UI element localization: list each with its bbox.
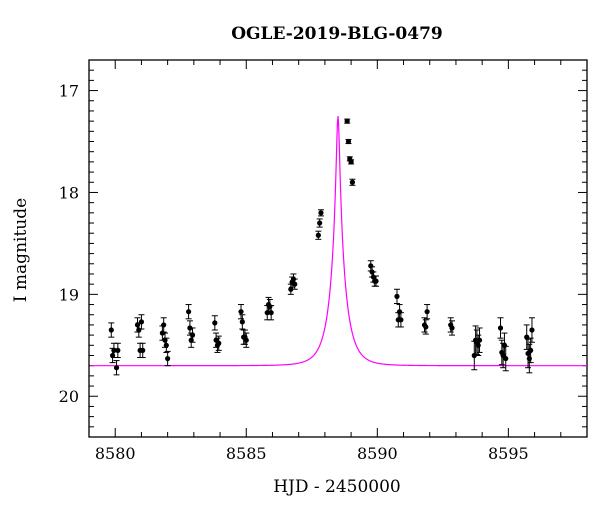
- plot-area: 8580 8585 8590 8595 17 18 19 20: [59, 59, 588, 463]
- data-point: [161, 322, 167, 328]
- y-tick-label: 18: [59, 183, 79, 202]
- data-point: [497, 325, 504, 331]
- data-point: [238, 309, 244, 315]
- y-tick-label: 20: [59, 387, 79, 406]
- x-tick-label: 8585: [226, 444, 267, 463]
- data-point: [138, 319, 145, 325]
- data-point: [528, 347, 534, 353]
- data-point: [396, 309, 403, 315]
- data-point: [108, 327, 114, 333]
- y-tick-label: 17: [59, 82, 79, 101]
- data-point: [373, 278, 379, 284]
- data-point: [186, 309, 192, 315]
- data-point: [216, 340, 222, 346]
- data-point: [288, 286, 294, 292]
- x-tick-label: 8580: [95, 444, 136, 463]
- data-point: [267, 303, 273, 310]
- data-point: [292, 281, 298, 287]
- data-point: [349, 179, 356, 185]
- data-point: [140, 347, 146, 353]
- x-tick-label: 8590: [357, 444, 398, 463]
- data-point: [212, 320, 218, 326]
- data-point: [345, 138, 352, 145]
- data-point: [165, 355, 171, 362]
- data-point: [368, 263, 374, 269]
- data-point: [501, 342, 508, 348]
- data-point: [344, 118, 350, 124]
- data-point: [526, 355, 532, 362]
- data-point: [348, 159, 354, 165]
- data-point: [189, 332, 196, 338]
- x-tick-label: 8595: [488, 444, 529, 463]
- data-point: [503, 355, 509, 362]
- x-axis-label: HJD - 2450000: [273, 477, 401, 497]
- plot-frame: [88, 59, 588, 438]
- data-point: [476, 337, 483, 343]
- data-point: [318, 210, 324, 216]
- data-point: [394, 293, 400, 299]
- data-point: [424, 309, 430, 315]
- data-point: [268, 310, 274, 316]
- data-point: [315, 232, 321, 238]
- data-point: [398, 317, 404, 323]
- data-point: [239, 319, 245, 325]
- data-point: [136, 327, 142, 333]
- model-curve: [90, 116, 587, 367]
- data-point: [317, 220, 323, 226]
- chart-title: OGLE-2019-BLG-0479: [231, 24, 443, 44]
- data-point: [423, 324, 429, 330]
- data-point: [529, 327, 535, 333]
- y-axis-label: I magnitude: [11, 198, 31, 302]
- data-point: [113, 365, 120, 371]
- y-tick-label: 19: [59, 285, 79, 304]
- data-point: [115, 347, 121, 353]
- data-point: [243, 337, 249, 343]
- data-point: [475, 342, 481, 348]
- data-point: [163, 342, 169, 348]
- data-point: [449, 325, 455, 331]
- data-point: [111, 347, 117, 353]
